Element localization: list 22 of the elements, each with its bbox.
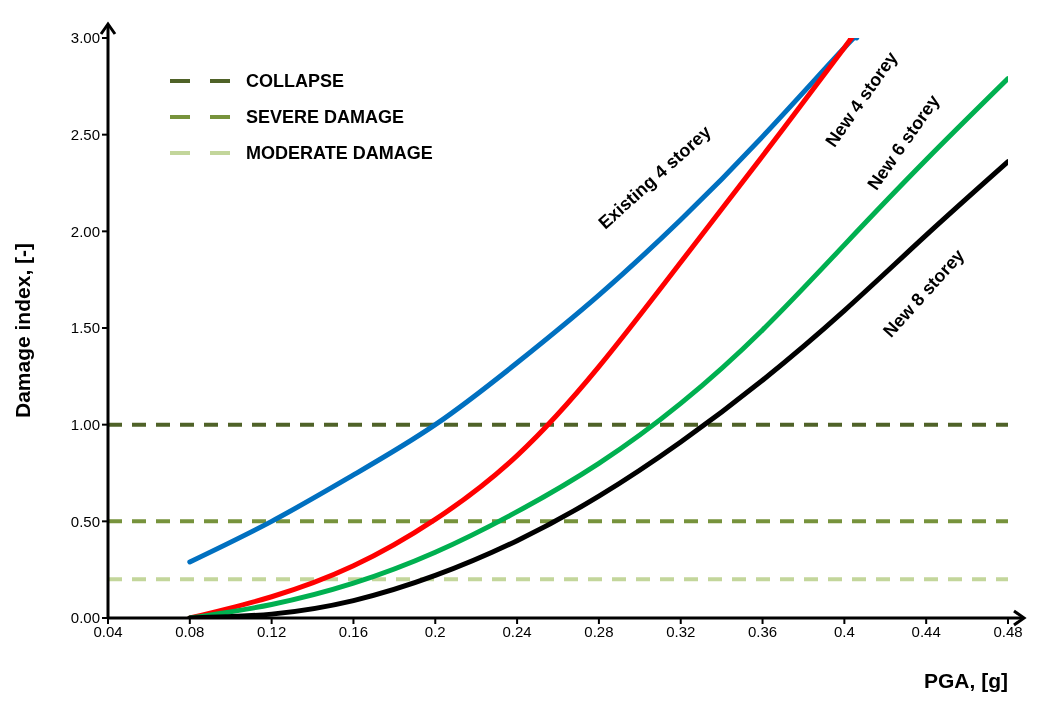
legend-label: COLLAPSE bbox=[246, 70, 345, 92]
y-tick-label: 0.50 bbox=[70, 512, 100, 530]
x-tick-label: 0.08 bbox=[175, 622, 205, 640]
x-tick-label: 0.28 bbox=[584, 622, 614, 640]
x-tick-label: 0.2 bbox=[424, 622, 446, 640]
x-tick-label: 0.48 bbox=[993, 622, 1023, 640]
y-tick-label: 3.00 bbox=[70, 29, 100, 47]
x-tick-label: 0.36 bbox=[747, 622, 778, 640]
x-axis-title: PGA, [g] bbox=[924, 669, 1008, 692]
x-tick-label: 0.16 bbox=[338, 622, 369, 640]
x-tick-label: 0.24 bbox=[502, 622, 532, 640]
y-axis-title: Damage index, [-] bbox=[11, 242, 35, 418]
y-tick-label: 1.50 bbox=[70, 319, 100, 337]
x-tick-label: 0.44 bbox=[911, 622, 941, 640]
x-tick-label: 0.4 bbox=[833, 622, 855, 640]
y-tick-label: 2.50 bbox=[70, 125, 100, 143]
x-tick-label: 0.32 bbox=[666, 622, 696, 640]
x-tick-label: 0.12 bbox=[257, 622, 287, 640]
legend-label: SEVERE DAMAGE bbox=[246, 106, 405, 128]
y-tick-label: 2.00 bbox=[70, 222, 100, 240]
y-tick-label: 1.00 bbox=[70, 415, 100, 433]
legend-label: MODERATE DAMAGE bbox=[246, 142, 433, 164]
